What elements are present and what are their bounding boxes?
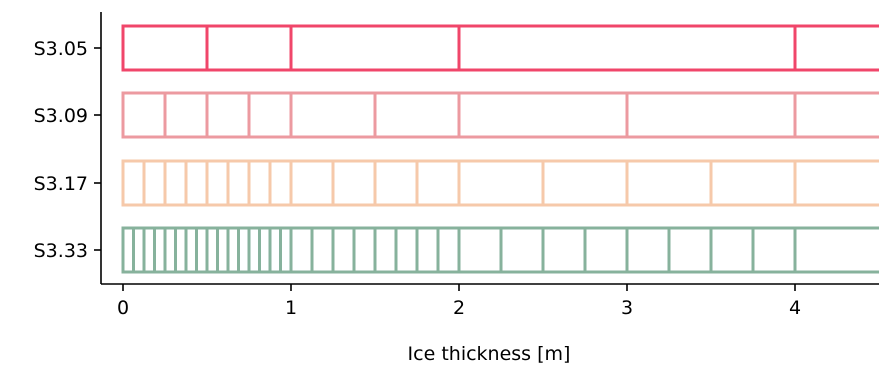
x-axis-label: Ice thickness [m] (408, 343, 571, 365)
x-tick-label: 3 (621, 297, 633, 319)
y-tick-label: S3.33 (34, 240, 88, 262)
y-tick-label: S3.17 (34, 173, 88, 195)
bar-s3-05 (121, 24, 879, 72)
x-tick-label: 4 (789, 297, 801, 319)
bar-s3-17 (121, 159, 879, 207)
bar-s3-33 (121, 226, 879, 274)
bar-s3-09 (121, 91, 879, 139)
y-tick-label: S3.09 (34, 105, 88, 127)
category-bars (121, 24, 879, 274)
x-tick-label: 1 (285, 297, 297, 319)
y-tick-label: S3.05 (34, 38, 88, 60)
axes: 0 1 2 3 4 S3.05 S3.09 S3.17 S3.33 (34, 12, 879, 319)
x-tick-label: 0 (117, 297, 129, 319)
x-tick-label: 2 (453, 297, 465, 319)
